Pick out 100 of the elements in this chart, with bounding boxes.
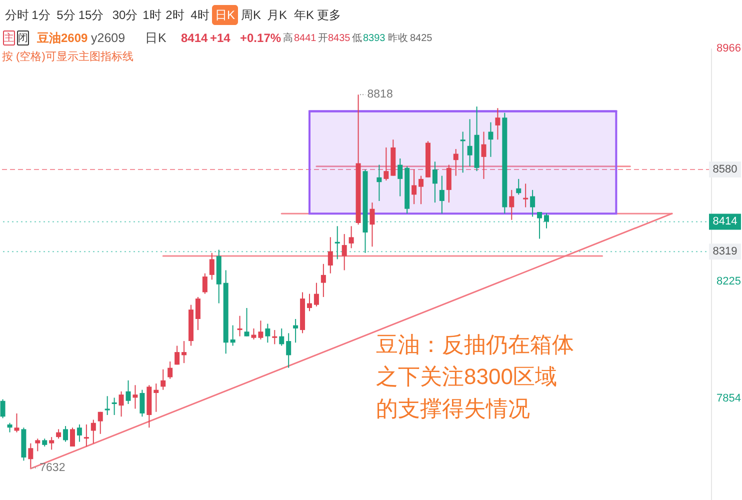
- candlestick: [376, 164, 382, 202]
- text: 8435: [328, 33, 351, 44]
- candlestick: [370, 202, 375, 248]
- candlestick: [523, 183, 528, 208]
- chart-title: 豆油2609: [36, 31, 88, 45]
- annotation: 按 (空格)可显示主图指标线: [2, 50, 134, 63]
- candlestick: [70, 427, 75, 447]
- candlestick: [195, 296, 200, 331]
- ref-line-label: 8414: [712, 216, 738, 228]
- text: 2时: [166, 8, 184, 22]
- text: 周K: [240, 8, 262, 22]
- candlestick: [537, 211, 542, 240]
- candlestick: [495, 108, 500, 140]
- candlestick: [544, 212, 549, 229]
- annotation: 7632: [40, 462, 66, 474]
- candlestick: [56, 428, 62, 440]
- candlestick: [90, 419, 96, 444]
- candlestick: [182, 340, 187, 364]
- y-tick-label: 7854: [716, 392, 741, 405]
- candlestick: [112, 397, 117, 416]
- text: +0.17%: [240, 31, 282, 45]
- candlestick: [98, 411, 103, 434]
- candlestick: [118, 390, 124, 418]
- candlestick: [140, 389, 145, 418]
- candlestick: [320, 263, 326, 298]
- candlestick: [202, 272, 208, 294]
- candlestick: [293, 318, 298, 344]
- candlestick: [244, 307, 250, 337]
- text: 1分: [32, 8, 50, 22]
- candlestick: [49, 436, 54, 450]
- text: 主: [4, 32, 14, 44]
- candlestick: [258, 320, 264, 340]
- candlestick: [306, 293, 312, 312]
- text: 30分: [112, 8, 138, 22]
- text: 15分: [78, 8, 104, 22]
- candlestick: [432, 161, 438, 204]
- text: 8441: [294, 33, 317, 44]
- candlestick: [84, 424, 89, 447]
- candlestick: [168, 361, 173, 380]
- text: y2609: [91, 31, 126, 45]
- candlestick: [460, 131, 466, 174]
- candlestick: [467, 118, 472, 167]
- text: 年K: [294, 8, 314, 22]
- candlestick: [509, 189, 514, 220]
- candlestick: [384, 146, 389, 182]
- candlestick: [488, 122, 494, 158]
- candlestick: [481, 131, 486, 180]
- candlestick: [328, 236, 333, 274]
- y-tick-label: 8225: [716, 276, 741, 288]
- text: 高: [283, 32, 293, 44]
- text: 低: [352, 33, 362, 44]
- text: 4时: [190, 8, 210, 22]
- candlestick: [418, 175, 424, 205]
- candlestick: [398, 158, 403, 197]
- candlestick: [209, 252, 214, 280]
- candlestick: [7, 422, 12, 433]
- candlestick: [14, 412, 20, 433]
- candlestick: [76, 424, 82, 442]
- text: 开: [318, 33, 328, 44]
- annotation: 8818: [367, 88, 393, 101]
- candlestick: [530, 189, 536, 218]
- candlestick: [516, 178, 522, 196]
- candlestick: [132, 384, 138, 410]
- text: 8414: [181, 31, 208, 45]
- text: 8425: [410, 33, 433, 44]
- candlestick: [237, 315, 242, 337]
- candlestick: [35, 438, 40, 452]
- ref-line-label: 8319: [712, 246, 738, 258]
- text: 1时: [142, 8, 162, 22]
- candlestick: [28, 442, 34, 468]
- text: 更多: [317, 8, 341, 22]
- candlestick: [453, 148, 458, 176]
- ref-line-label: 8580: [712, 164, 738, 176]
- candlestick: [126, 380, 131, 404]
- text: 分时: [5, 8, 29, 22]
- candlestick: [314, 282, 319, 307]
- candlestick: [265, 323, 270, 344]
- candlestick: [412, 169, 417, 205]
- text: 闭: [18, 32, 28, 44]
- candlestick: [251, 328, 256, 340]
- candlestick: [439, 175, 444, 214]
- candlestick: [279, 328, 284, 346]
- candlestick: [174, 345, 180, 366]
- text: 昨收: [388, 32, 408, 44]
- candlestick: [272, 330, 278, 345]
- candlestick: [160, 368, 166, 390]
- text: 日K: [145, 31, 167, 45]
- text: 日K: [214, 8, 236, 22]
- text: 月K: [266, 8, 288, 22]
- candlestick: [104, 396, 110, 416]
- candlestick: [63, 426, 68, 442]
- candlestick: [342, 234, 347, 271]
- candlestick: [286, 332, 292, 368]
- candlestick: [0, 398, 6, 419]
- y-tick-label: 8966: [716, 42, 741, 54]
- candlestick: [230, 324, 236, 346]
- candlestick: [154, 383, 159, 412]
- text: 5分: [56, 8, 76, 22]
- candlestick: [446, 164, 452, 204]
- text: +14: [210, 31, 231, 45]
